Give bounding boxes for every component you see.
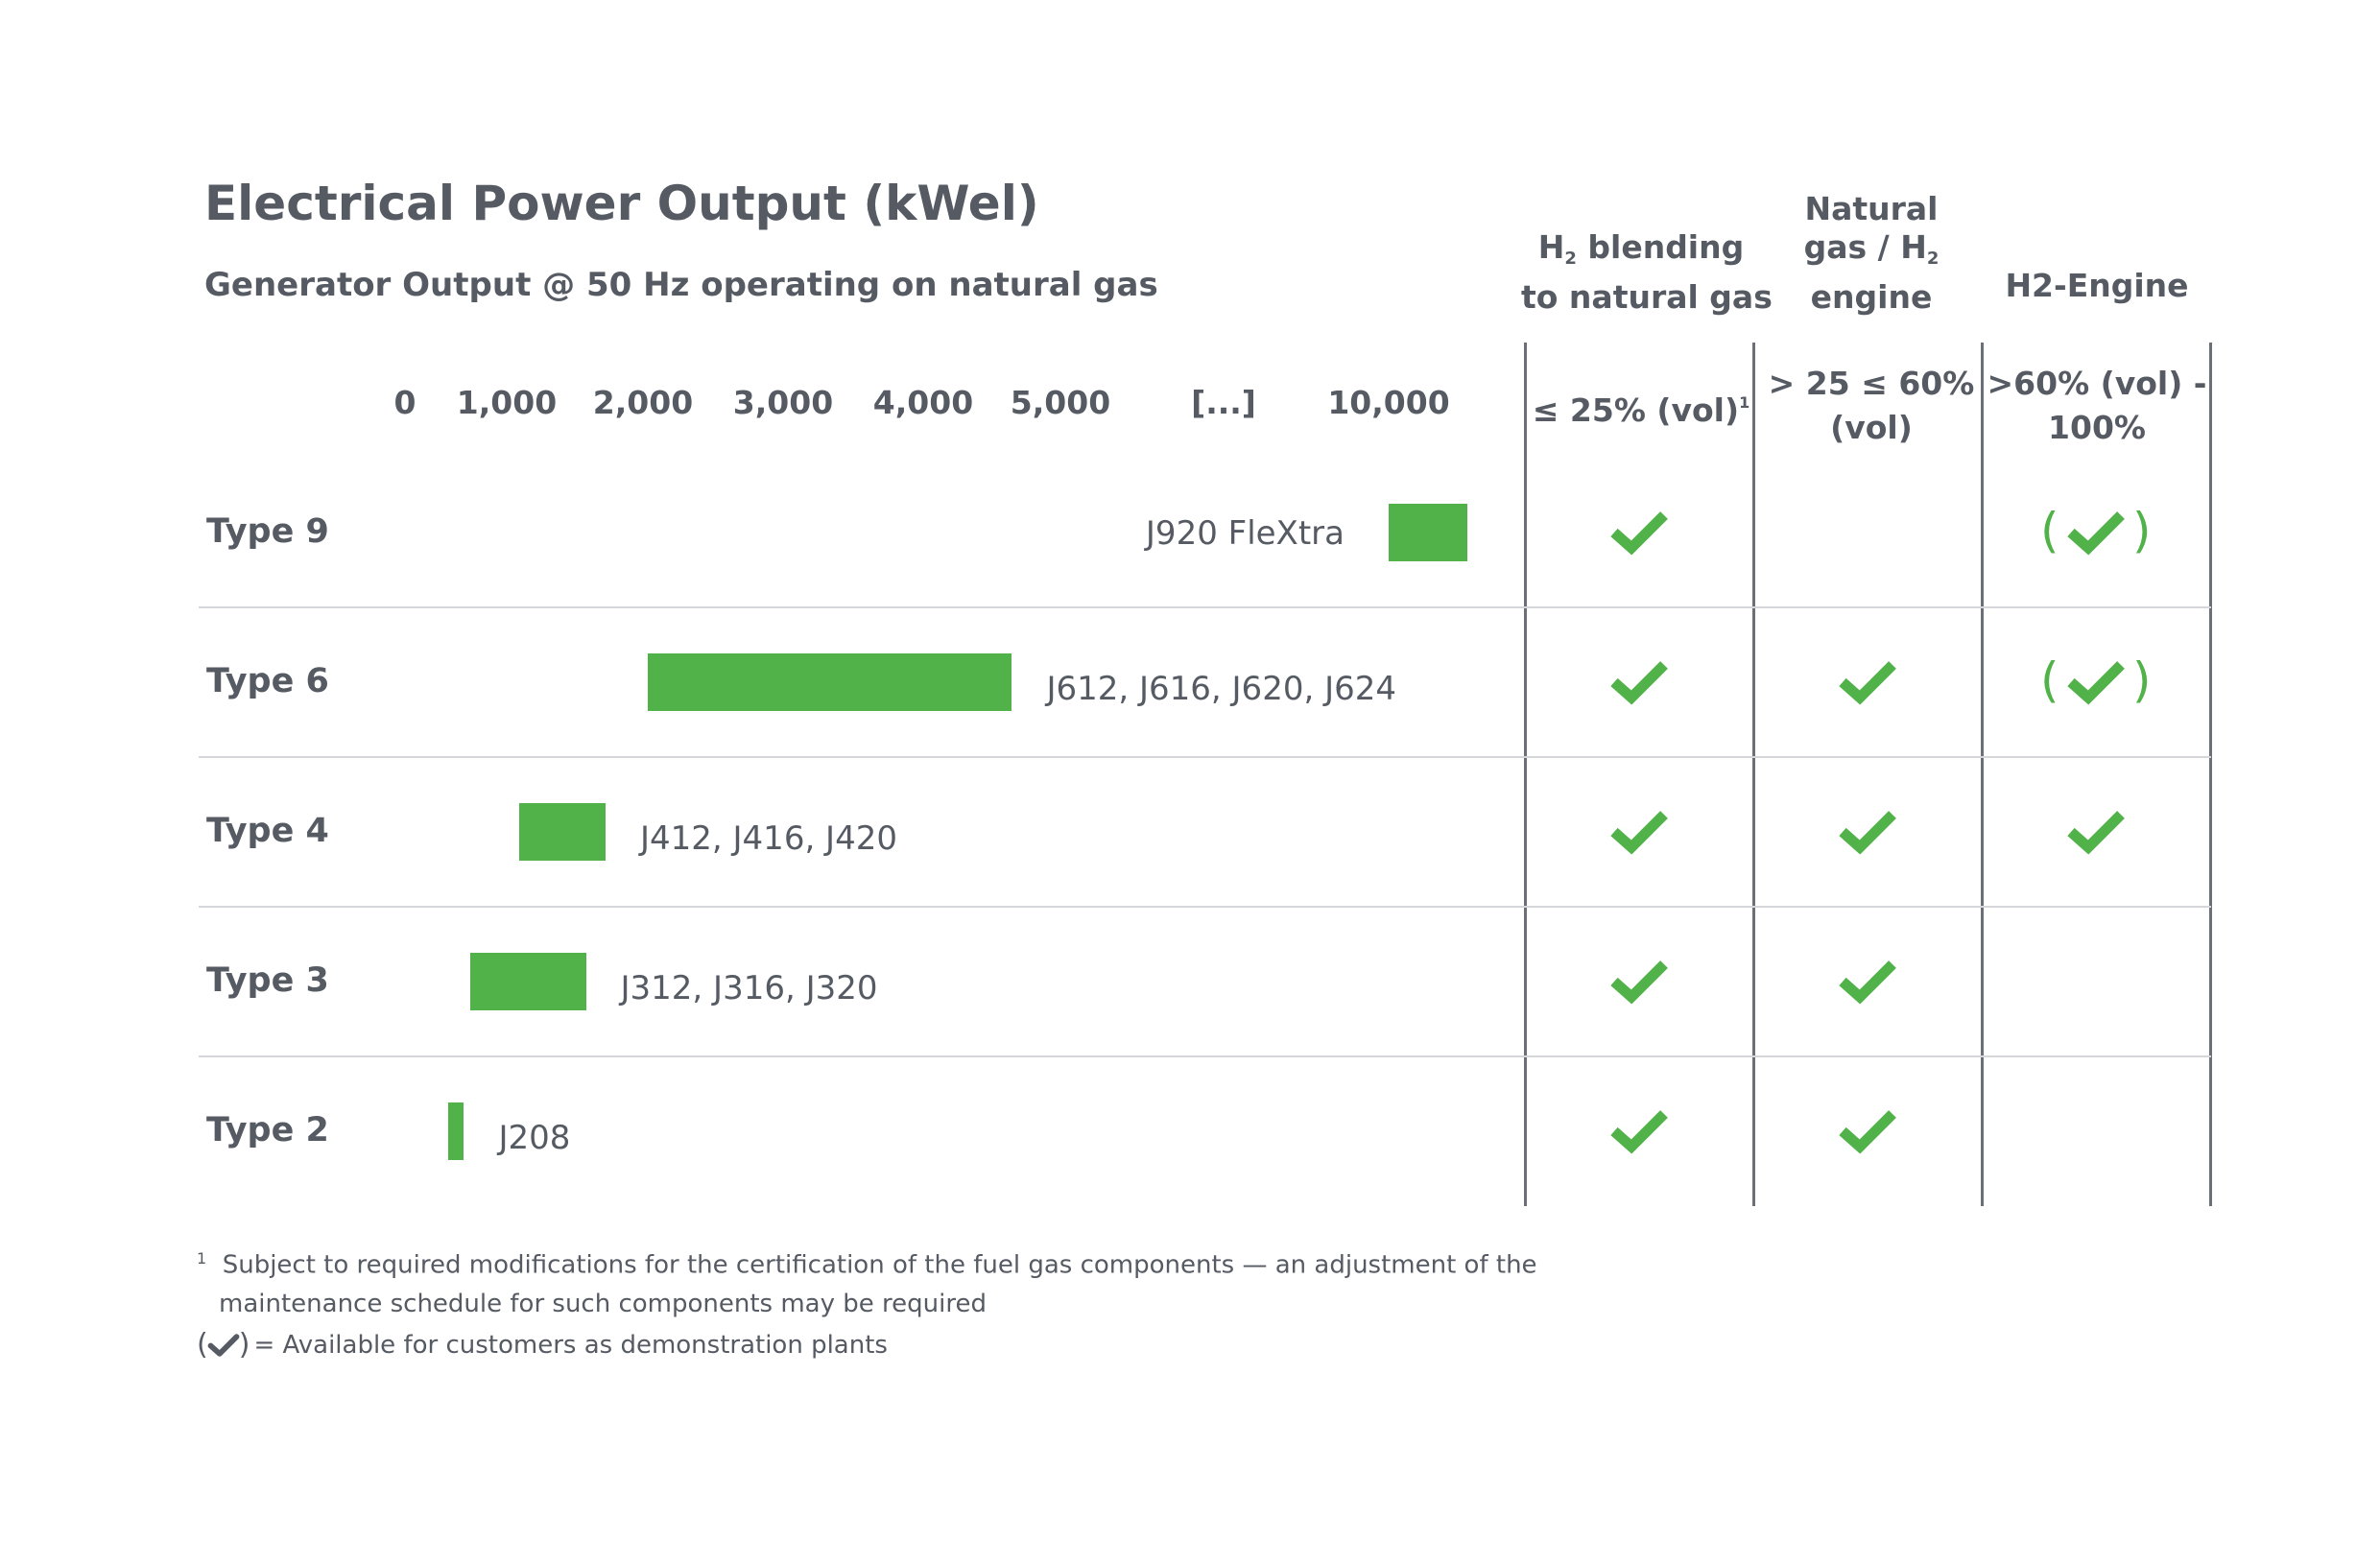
column-range-h2-engine: >60% (vol) - 100% bbox=[1987, 365, 2207, 446]
x-tick-label: 4,000 bbox=[872, 384, 974, 421]
column-range-h2-blending: ≤ 25% (vol)1 bbox=[1532, 391, 1750, 429]
column-divider bbox=[2209, 343, 2212, 1206]
column-divider bbox=[1524, 343, 1527, 1206]
x-tick-label: [...] bbox=[1191, 384, 1256, 421]
x-tick-label: 2,000 bbox=[592, 384, 694, 421]
chart-subtitle: Generator Output @ 50 Hz operating on na… bbox=[204, 266, 1158, 304]
bar-label: J920 FleXtra bbox=[1145, 514, 1345, 553]
demo-bracket-right: ) bbox=[2132, 652, 2152, 708]
check-icon bbox=[1610, 1110, 1668, 1154]
demo-bracket-left: ( bbox=[2040, 503, 2059, 558]
x-tick-label: 5,000 bbox=[1010, 384, 1111, 421]
demo-bracket-left: ( bbox=[2040, 652, 2059, 708]
row-label: Type 6 bbox=[206, 662, 329, 700]
bar bbox=[1389, 504, 1467, 561]
row-label: Type 4 bbox=[206, 812, 329, 850]
row-divider bbox=[199, 606, 2211, 608]
check-icon bbox=[1610, 511, 1668, 556]
chart-title: Electrical Power Output (kWel) bbox=[204, 176, 1039, 231]
legend-demo-plants: () = Available for customers as demonstr… bbox=[197, 1328, 888, 1362]
check-icon bbox=[1610, 811, 1668, 855]
check-icon bbox=[1610, 960, 1668, 1005]
footnote-1: 1 Subject to required modifications for … bbox=[197, 1249, 1537, 1280]
bar-label: J612, J616, J620, J624 bbox=[1046, 670, 1396, 708]
check-icon bbox=[1839, 1110, 1896, 1154]
row-label: Type 9 bbox=[206, 512, 329, 551]
demo-bracket-right: ) bbox=[2132, 503, 2152, 558]
bar bbox=[448, 1102, 464, 1160]
check-icon bbox=[1610, 661, 1668, 705]
check-icon bbox=[2067, 811, 2125, 855]
x-tick-label: 10,000 bbox=[1327, 384, 1450, 421]
row-divider bbox=[199, 906, 2211, 908]
check-icon bbox=[1839, 661, 1896, 705]
x-tick-label: 3,000 bbox=[732, 384, 834, 421]
x-tick-label: 1,000 bbox=[456, 384, 558, 421]
bar bbox=[647, 653, 1012, 711]
bar-label: J412, J416, J420 bbox=[639, 819, 897, 858]
column-header-natural-gas-h2-engine: Natural gas / H2 engine bbox=[1803, 190, 1940, 316]
row-divider bbox=[199, 756, 2211, 758]
column-header-h2-engine: H2-Engine bbox=[2005, 267, 2189, 304]
bar-label: J312, J316, J320 bbox=[620, 969, 878, 1007]
demo-check-icon: () bbox=[197, 1328, 250, 1362]
bar bbox=[518, 803, 606, 861]
check-icon bbox=[2067, 661, 2125, 705]
column-range-natural-gas-h2: > 25 ≤ 60% (vol) bbox=[1768, 365, 1975, 446]
x-tick-label: 0 bbox=[393, 384, 416, 421]
row-divider bbox=[199, 1055, 2211, 1057]
row-label: Type 2 bbox=[206, 1111, 329, 1149]
bar bbox=[470, 953, 586, 1010]
check-icon bbox=[2067, 511, 2125, 556]
check-icon bbox=[1839, 811, 1896, 855]
footnote-1-continued: maintenance schedule for such components… bbox=[219, 1290, 987, 1318]
row-label: Type 3 bbox=[206, 961, 329, 1000]
column-divider bbox=[1752, 343, 1755, 1206]
bar-label: J208 bbox=[498, 1119, 571, 1157]
column-divider bbox=[1981, 343, 1984, 1206]
check-icon bbox=[1839, 960, 1896, 1005]
column-header-h2-blending: H2 blending to natural gas bbox=[1521, 228, 1773, 316]
